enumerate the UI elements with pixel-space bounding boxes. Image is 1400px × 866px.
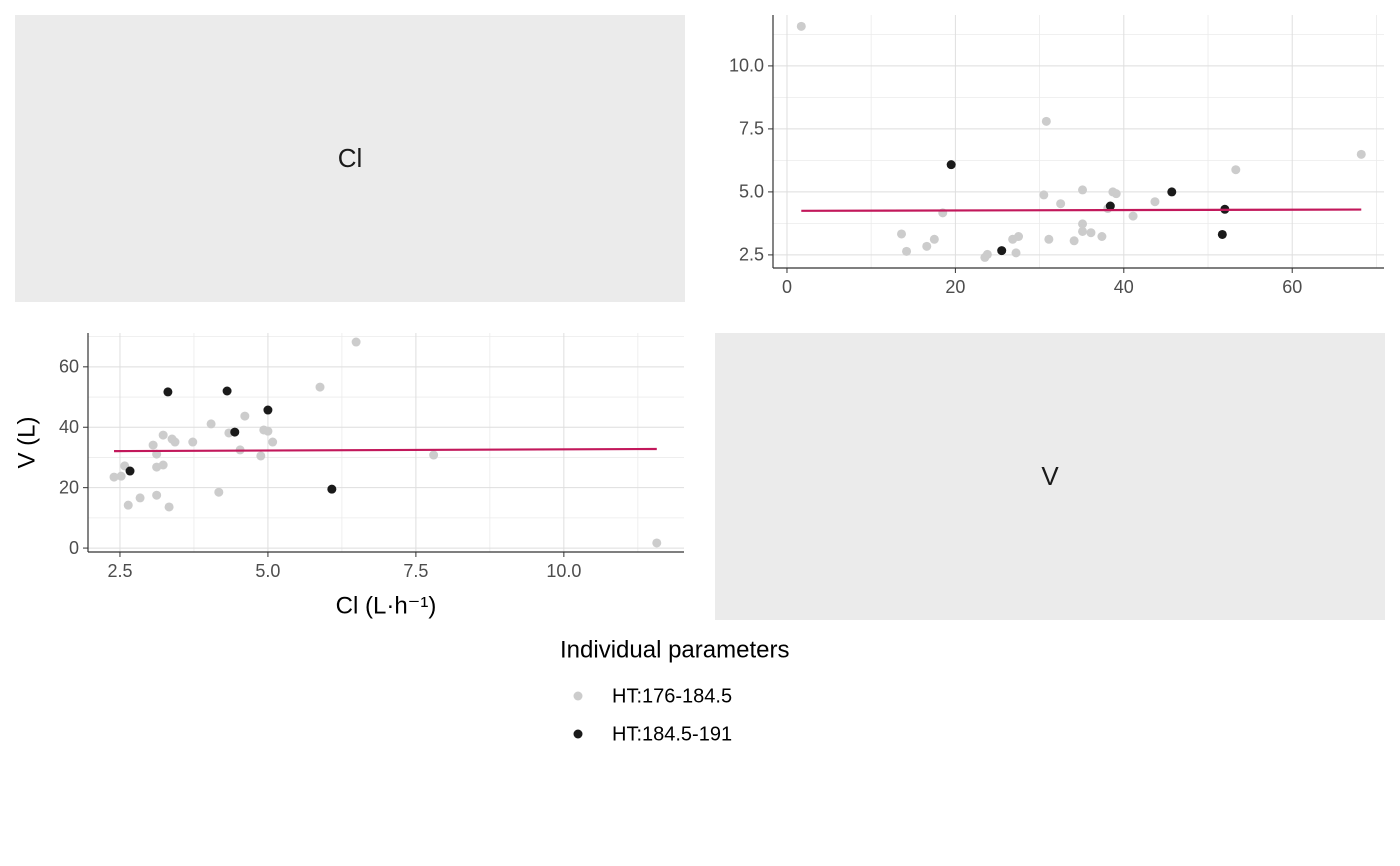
data-point	[135, 493, 145, 503]
data-point	[1056, 199, 1066, 209]
data-point	[1011, 248, 1021, 258]
data-point	[214, 487, 224, 497]
data-point	[429, 450, 439, 460]
data-point	[1217, 229, 1227, 239]
y-axis-title: V (L)	[13, 416, 40, 468]
x-tick-label: 40	[1114, 277, 1134, 297]
y-tick-label: 10.0	[729, 56, 764, 76]
y-tick-label: 60	[59, 357, 79, 377]
x-tick-label: 0	[782, 277, 792, 297]
diagonal-panel	[15, 15, 685, 302]
diagonal-label: Cl	[338, 143, 363, 173]
y-tick-label: 0	[69, 538, 79, 558]
data-point	[167, 434, 177, 444]
y-tick-label: 7.5	[739, 119, 764, 139]
x-tick-label: 5.0	[255, 561, 280, 581]
data-point	[896, 229, 906, 239]
fit-line	[114, 447, 657, 453]
y-tick-label: 2.5	[739, 245, 764, 265]
data-point	[1041, 116, 1051, 126]
y-tick-label: 20	[59, 477, 79, 497]
data-point	[1086, 228, 1096, 238]
data-point	[152, 490, 162, 500]
data-point	[268, 437, 278, 447]
data-point	[1108, 187, 1118, 197]
data-point	[1097, 232, 1107, 242]
legend-key	[573, 729, 583, 739]
data-point	[1078, 219, 1088, 229]
data-point	[652, 538, 662, 548]
data-point	[980, 252, 990, 262]
x-axis-title: Cl (L·h⁻¹)	[336, 592, 437, 619]
data-point	[109, 472, 119, 482]
data-point	[263, 405, 273, 415]
data-point	[240, 411, 250, 421]
x-tick-label: 10.0	[546, 561, 581, 581]
x-tick-label: 7.5	[403, 561, 428, 581]
data-point	[206, 419, 216, 429]
diagonal-label: V	[1041, 461, 1059, 491]
data-point	[327, 484, 337, 494]
data-point	[1231, 165, 1241, 175]
data-point	[163, 387, 173, 397]
data-point	[164, 502, 174, 512]
data-point	[1128, 211, 1138, 221]
data-point	[796, 21, 806, 31]
data-point	[116, 471, 126, 481]
data-point	[158, 430, 168, 440]
y-tick-label: 40	[59, 417, 79, 437]
data-point	[1078, 185, 1088, 195]
data-point	[922, 241, 932, 251]
data-point	[1078, 226, 1088, 236]
legend-key	[573, 691, 583, 701]
data-point	[1105, 201, 1115, 211]
data-point	[1150, 197, 1160, 207]
data-point	[946, 160, 956, 170]
data-point	[148, 440, 158, 450]
data-point	[230, 427, 240, 437]
data-point	[315, 382, 325, 392]
data-point	[1039, 190, 1049, 200]
data-point	[1044, 234, 1054, 244]
data-point	[123, 500, 133, 510]
data-point	[188, 437, 198, 447]
data-point	[158, 460, 168, 470]
data-point	[1356, 149, 1366, 159]
legend-label: HT:176-184.5	[612, 685, 732, 707]
data-point	[902, 246, 912, 256]
data-point	[997, 246, 1007, 256]
diagonal-panel	[715, 333, 1385, 620]
fit-line	[801, 208, 1362, 212]
legend-label: HT:184.5-191	[612, 723, 732, 745]
data-point	[222, 386, 232, 396]
x-tick-label: 2.5	[107, 561, 132, 581]
data-point	[929, 234, 939, 244]
data-point	[256, 451, 266, 461]
x-tick-label: 60	[1282, 277, 1302, 297]
data-point	[263, 426, 273, 436]
data-point	[1069, 236, 1079, 246]
data-point	[125, 466, 135, 476]
data-point	[351, 337, 361, 347]
x-tick-label: 20	[945, 277, 965, 297]
y-tick-label: 5.0	[739, 182, 764, 202]
legend-title: Individual parameters	[560, 636, 789, 663]
data-point	[1167, 187, 1177, 197]
data-point	[1014, 232, 1024, 242]
